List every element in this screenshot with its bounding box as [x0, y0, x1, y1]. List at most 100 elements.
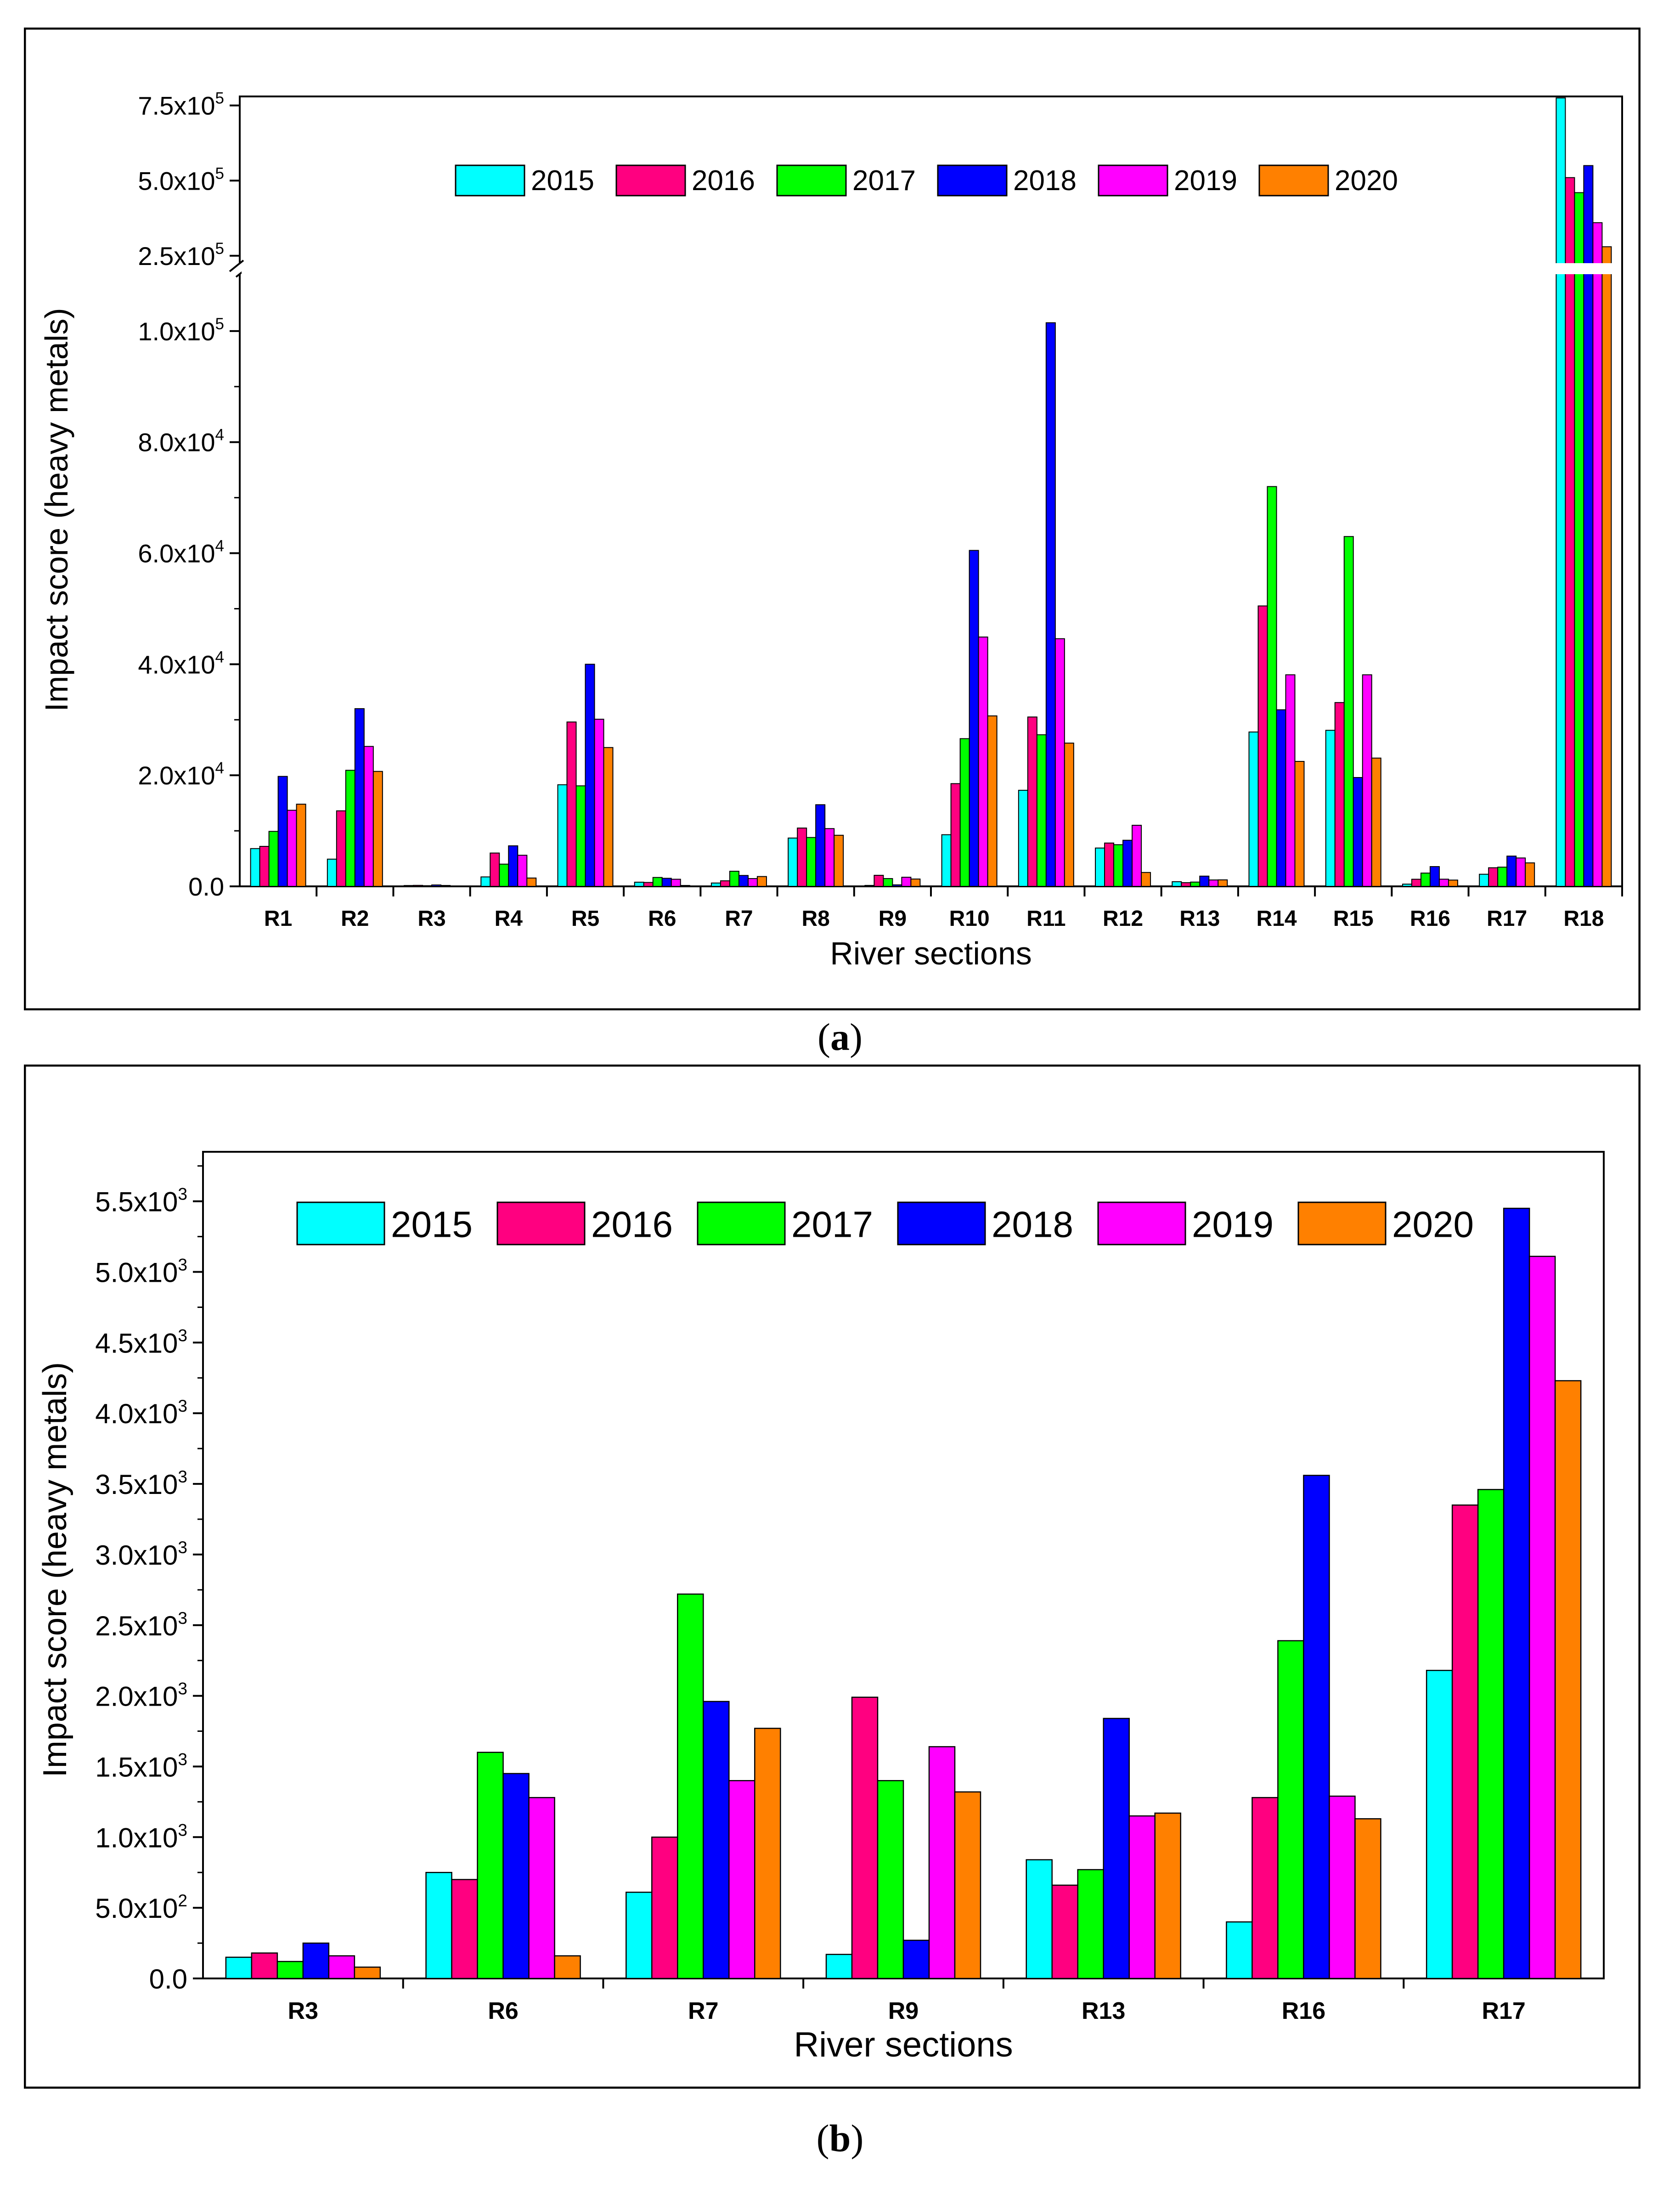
bar-a-R6-2018 — [661, 878, 672, 887]
y-tick-label-b: 4.5x103 — [95, 1326, 187, 1358]
x-tick-label-a: R2 — [341, 907, 369, 931]
bar-a-R12-2020 — [1141, 872, 1151, 887]
bar-a-R14-2018 — [1276, 709, 1286, 887]
panel-a: 0.0 2.0x104 4.0x104 6.0x104 8.0x104 1.0x105 2.… — [24, 28, 1641, 1010]
x-tick-label-a: R13 — [1179, 907, 1220, 931]
x-tick-label-b: R13 — [1082, 1998, 1125, 2024]
bar-b-R9-2017 — [877, 1780, 904, 1979]
bar-a-R6-2016 — [643, 882, 654, 887]
bar-a-R11-2018 — [1045, 322, 1056, 887]
x-tick-label-a: R15 — [1333, 907, 1374, 931]
bar-a-R10-2015 — [941, 834, 952, 887]
bar-a-R4-2020 — [526, 877, 537, 887]
y-tick-label-b: 4.0x103 — [95, 1397, 187, 1429]
bar-a-R1-2019 — [287, 810, 297, 887]
bar-a-R17-2018 — [1506, 856, 1517, 887]
bar-a-R11-2017 — [1036, 734, 1047, 887]
bar-b-R17-2016 — [1451, 1504, 1479, 1979]
legend-label-2019: 2019 — [1192, 1204, 1274, 1245]
x-tick-label-a: R18 — [1563, 907, 1604, 931]
bar-a-R2-2020 — [372, 771, 383, 887]
bar-a-R12-2016 — [1104, 842, 1115, 887]
bar-a-R15-2016 — [1334, 702, 1345, 887]
bar-b-R3-2017 — [276, 1961, 304, 1979]
bar-a-R5-2020 — [603, 747, 614, 887]
y-tick-label-b: 1.0x103 — [95, 1820, 187, 1853]
bar-a-R9-2016 — [874, 874, 884, 887]
legend-swatch-2019 — [1098, 164, 1168, 197]
y-tick-label-a: 7.5x105 — [138, 90, 224, 120]
y-tick-label-a: 8.0x104 — [138, 426, 224, 457]
bar-a-R9-2017 — [883, 878, 893, 887]
bar-b-R9-2020 — [954, 1791, 981, 1979]
bar-b-R13-2017 — [1077, 1869, 1104, 1979]
bar-a-R5-2019 — [594, 719, 604, 887]
bar-a-R2-2015 — [327, 858, 337, 887]
bar-a-R7-2016 — [720, 880, 730, 887]
bar-a-R1-2018 — [277, 776, 288, 887]
caption-b: (b) — [816, 2117, 864, 2160]
bar-a-R13-2020 — [1218, 879, 1228, 887]
bar-a-R12-2019 — [1132, 825, 1142, 887]
bar-a-R16-2018 — [1429, 866, 1440, 887]
y-tick-label-a: 2.5x105 — [138, 240, 224, 270]
bar-b-R7-2017 — [677, 1593, 704, 1979]
bar-a-R16-2020 — [1448, 879, 1458, 887]
bar-a-R10-2019 — [978, 637, 988, 887]
bar-a-R5-2017 — [575, 785, 586, 887]
bar-a-R2-2018 — [354, 708, 365, 887]
x-tick-label-a: R6 — [648, 907, 676, 931]
bar-b-R3-2015 — [225, 1956, 253, 1979]
bar-b-R17-2015 — [1426, 1669, 1453, 1979]
bar-a-R4-2016 — [490, 852, 500, 887]
legend-label-2017: 2017 — [791, 1204, 873, 1245]
bar-a-R10-2016 — [950, 783, 961, 887]
y-tick-label-b: 5.0x103 — [95, 1256, 187, 1288]
axis-break-mark-a — [229, 259, 244, 272]
x-tick-label-a: R7 — [725, 907, 753, 931]
bar-a-R17-2016 — [1488, 867, 1499, 887]
y-axis-label-b: Impact score (heavy metals) — [37, 1362, 73, 1777]
legend-label-2020: 2020 — [1335, 165, 1398, 197]
legend-swatch-2020 — [1297, 1201, 1387, 1245]
legend-label-2015: 2015 — [531, 165, 594, 197]
x-tick-label-b: R9 — [888, 1998, 919, 2024]
legend-swatch-2015 — [296, 1201, 385, 1245]
bar-a-R8-2018 — [815, 804, 826, 887]
bar-a-R16-2017 — [1420, 873, 1431, 887]
legend-label-2017: 2017 — [852, 165, 916, 197]
legend-label-2019: 2019 — [1174, 165, 1237, 197]
bar-a-R4-2018 — [508, 845, 519, 887]
x-tick-label-a: R17 — [1487, 907, 1527, 931]
legend-swatch-2016 — [496, 1201, 586, 1245]
bar-b-R6-2016 — [451, 1879, 478, 1979]
bar-b-R13-2016 — [1051, 1884, 1078, 1979]
bar-a-R6-2017 — [652, 877, 663, 887]
bar-b-R9-2018 — [902, 1939, 930, 1979]
bar-a-R2-2016 — [336, 810, 346, 887]
legend-swatch-2018 — [897, 1201, 986, 1245]
legend-swatch-2019 — [1097, 1201, 1186, 1245]
y-tick-label-b: 5.0x102 — [95, 1891, 187, 1924]
bar-a-R7-2015 — [710, 882, 721, 887]
bar-a-R9-2018 — [892, 884, 902, 887]
bar-b-R6-2017 — [477, 1752, 504, 1979]
bar-a-R10-2017 — [959, 738, 970, 887]
bar-a-R5-2016 — [566, 721, 577, 887]
y-tick-label-b: 5.5x103 — [95, 1185, 187, 1217]
bar-a-R14-2016 — [1257, 605, 1268, 887]
bar-b-R16-2020 — [1354, 1818, 1381, 1979]
bar-a-R17-2017 — [1497, 867, 1508, 887]
bar-a-R2-2017 — [345, 770, 355, 887]
legend-swatch-2017 — [776, 164, 847, 197]
bar-b-R16-2017 — [1277, 1640, 1304, 1979]
bar-a-R18-2017 — [1574, 192, 1584, 887]
y-tick-label-a: 6.0x104 — [138, 537, 224, 568]
x-tick-label-a: R12 — [1103, 907, 1143, 931]
bar-b-R17-2020 — [1554, 1380, 1582, 1979]
y-tick-label-a: 4.0x104 — [138, 648, 224, 679]
caption-b-letter: b — [829, 2117, 851, 2160]
bar-b-R13-2020 — [1154, 1812, 1181, 1979]
bar-a-R4-2015 — [480, 876, 491, 887]
bar-a-R5-2015 — [557, 784, 568, 887]
